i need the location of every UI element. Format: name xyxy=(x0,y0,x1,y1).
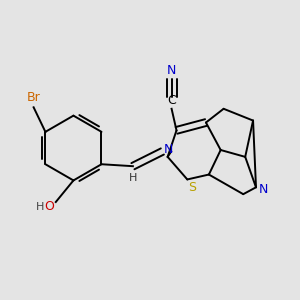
Text: N: N xyxy=(259,183,268,196)
Text: O: O xyxy=(44,200,54,213)
Text: Br: Br xyxy=(27,91,40,104)
Text: N: N xyxy=(167,64,176,77)
Text: C: C xyxy=(167,94,176,107)
Text: N: N xyxy=(164,143,173,156)
Text: H: H xyxy=(129,173,137,183)
Text: H: H xyxy=(36,202,44,212)
Text: S: S xyxy=(188,181,196,194)
